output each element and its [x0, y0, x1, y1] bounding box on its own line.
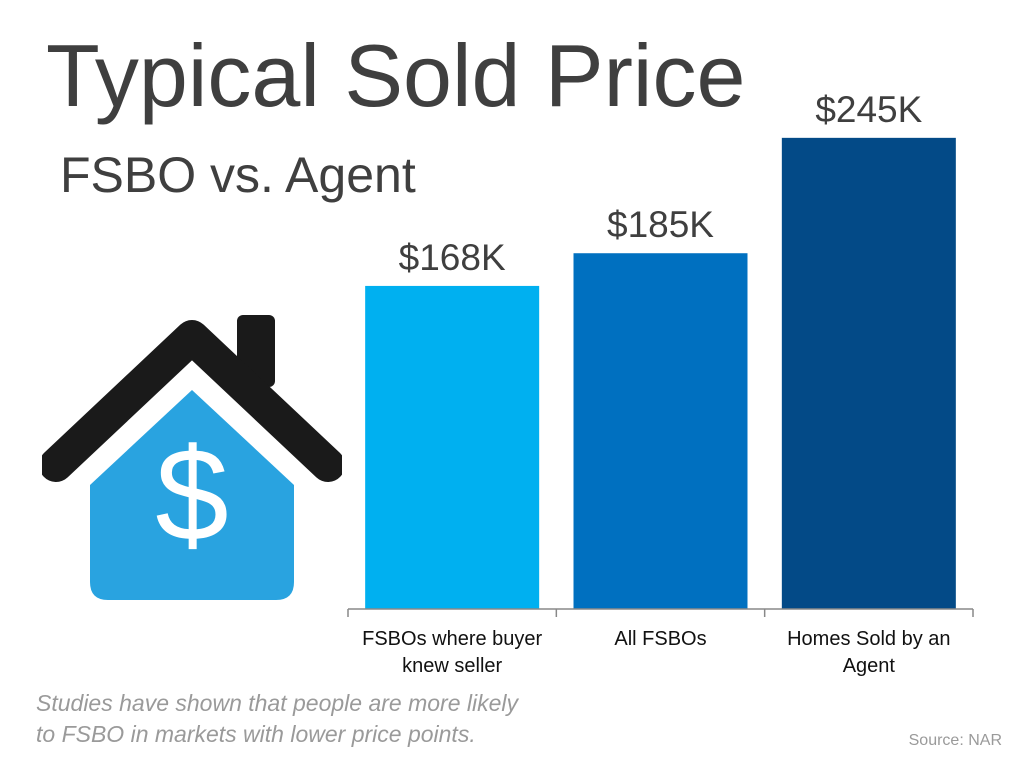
bar	[365, 285, 540, 609]
bar	[781, 137, 956, 609]
dollar-sign-icon: $	[155, 421, 228, 568]
data-label: $245K	[815, 89, 922, 130]
page-title: Typical Sold Price	[46, 26, 746, 125]
house-body	[90, 390, 294, 600]
source-label: Source: NAR	[908, 732, 1002, 749]
footnote: Studies have shown that people are more …	[36, 688, 518, 750]
x-tick-label: knew seller	[402, 655, 502, 677]
x-tick-label: Homes Sold by an	[787, 628, 950, 650]
x-tick-label: FSBOs where buyer	[362, 628, 542, 650]
bar	[573, 253, 748, 609]
house-dollar-icon: $	[42, 315, 342, 600]
house-roof	[42, 320, 342, 482]
footnote-line: Studies have shown that people are more …	[36, 690, 519, 716]
bar-chart: $168K FSBOs where buyer knew seller $185K Al…	[347, 89, 974, 677]
footnote-line: to FSBO in markets with lower price poin…	[36, 721, 476, 747]
x-tick-label: Agent	[843, 655, 896, 677]
page-subtitle: FSBO vs. Agent	[60, 147, 416, 203]
x-tick-label: All FSBOs	[614, 628, 706, 650]
data-label: $185K	[607, 204, 714, 245]
data-label: $168K	[399, 237, 506, 278]
